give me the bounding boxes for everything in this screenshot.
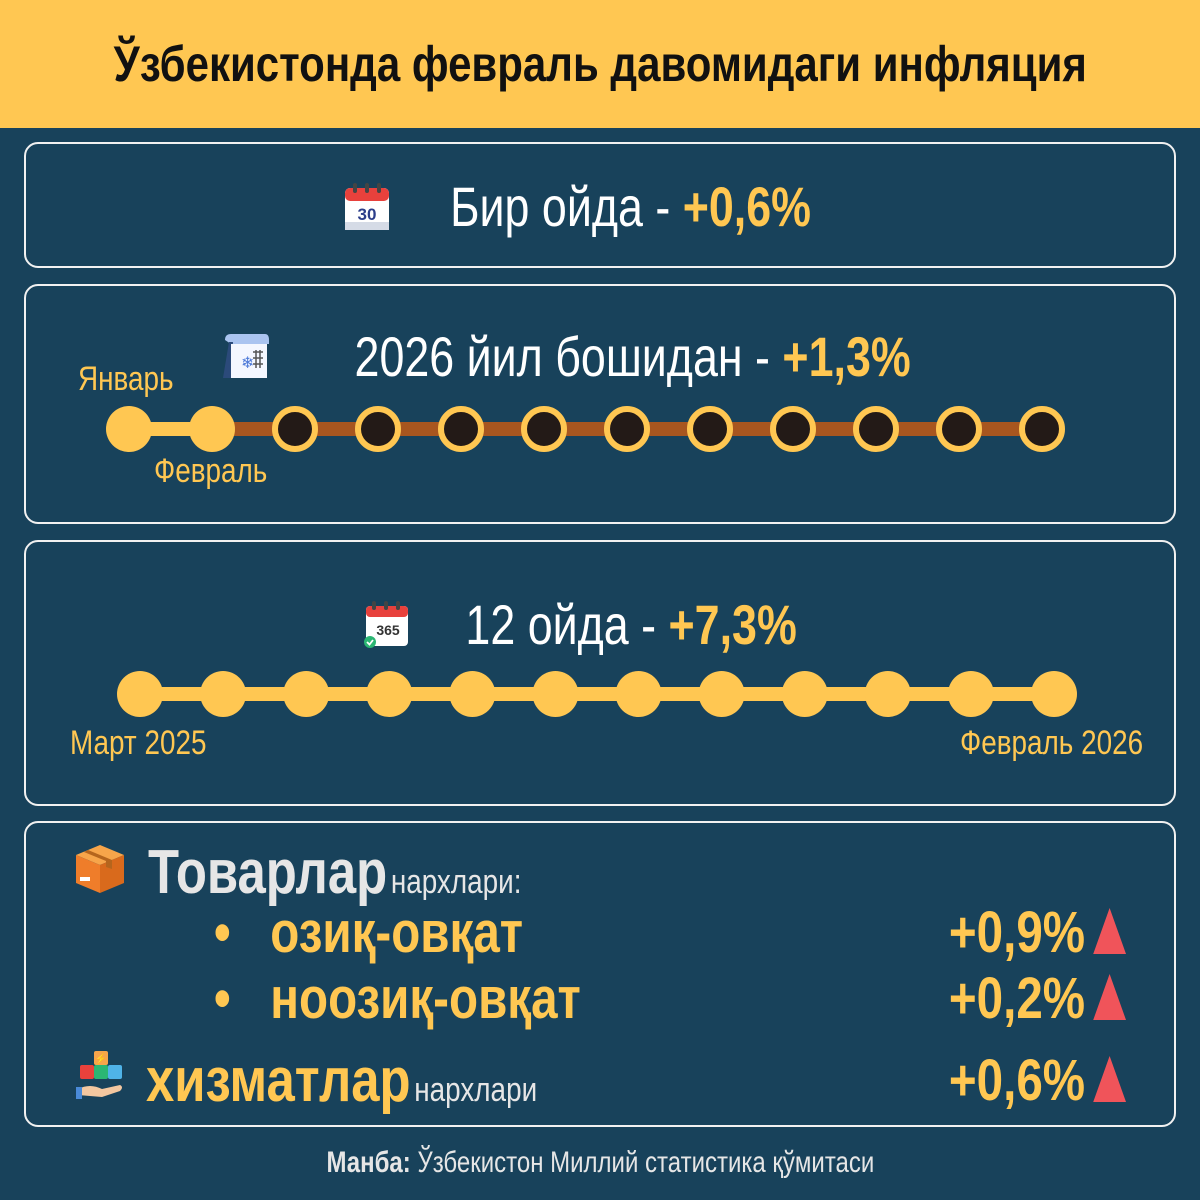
month-dot-elapsed [366,671,413,717]
item-label: озиқ-овқат [270,900,524,965]
month-dot-elapsed [106,406,152,452]
month-dot-future [853,406,899,452]
header: Ўзбекистонда февраль давомидаги инфляция [0,0,1200,128]
month-dot-elapsed [1031,671,1077,717]
annual-end-label: Февраль 2026 [960,724,1144,762]
goods-item-nonfood: • ноозиқ-овқат [214,966,581,1031]
monthly-value: +0,6% [683,175,812,238]
calendar-365-icon: 365 [363,600,408,648]
month-dot-future [687,406,733,452]
services-icon: ⚡ [76,1051,122,1099]
ytd-end-label: Февраль [154,452,268,490]
up-arrow-icon [1093,908,1126,954]
month-dot-elapsed [283,671,330,717]
ytd-start-label: Январь [78,360,174,398]
month-dot-future [355,406,401,452]
annual-value: +7,3% [668,593,797,656]
goods-item-food: • озиқ-овқат [214,900,524,965]
month-dot-elapsed [781,671,828,717]
month-dot-elapsed [117,671,163,717]
source-label: Манба: [326,1146,411,1179]
ytd-value: +1,3% [782,325,912,388]
svg-text:❄: ❄ [241,353,254,372]
source-text: Ўзбекистон Миллий статистика қўмитаси [410,1146,874,1179]
month-dot-elapsed [532,671,579,717]
annual-panel: 365 12 ойда - +7,3% Март 2025 Февраль 20… [24,540,1176,806]
month-dot-elapsed [698,671,745,717]
page-title: Ўзбекистонда февраль давомидаги инфляция [113,36,1087,92]
month-dot-future [438,406,484,452]
services-suffix: нархлари [414,1071,538,1109]
item-label: ноозиқ-овқат [270,966,581,1031]
ytd-label: 2026 йил бошидан - [354,325,783,388]
calendar-30-icon: 30 [345,182,390,230]
month-dot-elapsed [615,671,662,717]
goods-title: Товарлар [148,838,388,907]
item-value: +0,2% [948,966,1085,1031]
winter-calendar-icon: ❄ [223,333,270,378]
month-dot-future [521,406,567,452]
services-value: +0,6% [948,1048,1085,1113]
annual-label: 12 ойда - [465,593,669,656]
annual-timeline [117,671,1077,717]
svg-text:30: 30 [358,205,377,224]
month-dot-elapsed [449,671,496,717]
item-value: +0,9% [948,900,1085,965]
month-dot-elapsed [200,671,247,717]
source-note: Манба: Ўзбекистон Миллий статистика қўми… [0,1146,1200,1180]
goods-suffix: нархлари: [390,863,522,901]
month-dot-elapsed [947,671,994,717]
monthly-panel: 30 Бир ойда - +0,6% [24,142,1176,268]
month-dot-future [770,406,816,452]
month-dot-elapsed [864,671,911,717]
monthly-label: Бир ойда - [450,175,684,238]
svg-text:365: 365 [376,622,400,638]
month-dot-future [1019,406,1065,452]
svg-text:⚡: ⚡ [95,1052,107,1065]
up-arrow-icon [1093,974,1126,1020]
breakdown-panel: Товарлар нархлари: • озиқ-овқат +0,9% • … [24,821,1176,1127]
month-dot-future [272,406,318,452]
services-title: хизматлар [146,1046,411,1115]
annual-start-label: Март 2025 [70,724,207,762]
ytd-timeline [106,406,1065,452]
box-icon [76,845,124,893]
month-dot-future [604,406,650,452]
month-dot-elapsed [189,406,235,452]
ytd-panel: ❄ 2026 йил бошидан - +1,3% Январь Феврал… [24,284,1176,524]
up-arrow-icon [1093,1056,1126,1102]
month-dot-future [936,406,982,452]
